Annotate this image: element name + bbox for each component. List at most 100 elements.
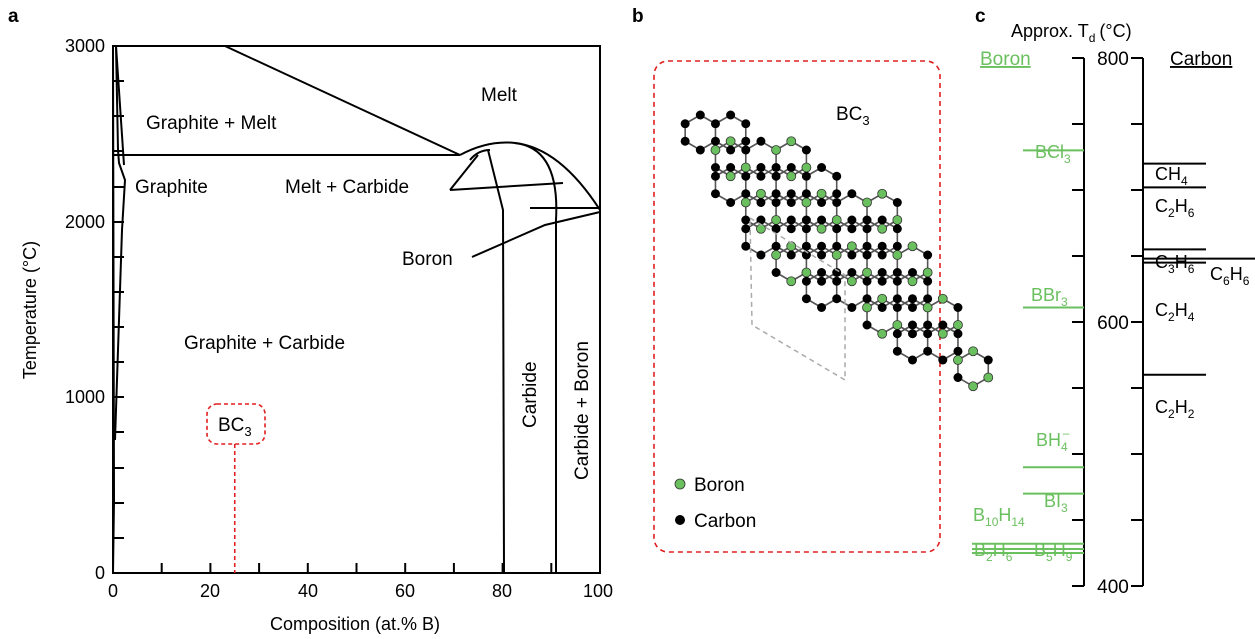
carbon-atom — [847, 215, 857, 225]
carbon-atom — [817, 215, 827, 225]
carbon-atom — [786, 224, 796, 234]
carbon-atom — [832, 241, 842, 251]
legend-carbon-dot — [675, 515, 685, 525]
carbon-atom — [801, 276, 811, 286]
panel-label-a: a — [8, 6, 19, 27]
carbon-atom — [892, 276, 902, 286]
carbon-atom — [710, 171, 720, 181]
label-bcl3: BCl3 — [1035, 142, 1071, 166]
panel-label-b: b — [632, 6, 644, 27]
boron-atom — [968, 381, 979, 392]
carbon-atom — [741, 119, 751, 129]
x-tick-label: 20 — [200, 581, 220, 601]
region-graphite-melt: Graphite + Melt — [146, 113, 277, 134]
boron-atom — [892, 215, 903, 225]
carbon-atom — [907, 294, 917, 304]
x-tick-labels: 0 20 40 60 80 100 — [108, 581, 613, 601]
boron-precursor-lines — [972, 149, 1084, 554]
carbon-atom — [801, 171, 811, 181]
boron-atom — [710, 145, 721, 155]
carbon-atom — [786, 163, 796, 172]
carbon-atom — [786, 250, 796, 260]
carbon-atom — [847, 268, 857, 277]
label-b2h6: B2H6 — [974, 540, 1013, 564]
carbon-atom — [953, 346, 963, 356]
boron-atom — [725, 136, 736, 147]
carbon-atom — [923, 320, 933, 330]
carbon-atom — [938, 320, 948, 330]
temperature-axes — [1072, 57, 1144, 587]
boron-atom — [907, 241, 918, 252]
boron-atom — [801, 162, 812, 173]
axis-title: Approx. Td (°C) — [1011, 21, 1132, 45]
carbon-atom — [877, 303, 887, 312]
carbon-atom — [923, 250, 933, 260]
carbon-atom — [862, 320, 872, 330]
legend-boron-label: Boron — [694, 475, 745, 496]
carbon-atom — [786, 198, 796, 207]
carbon-precursor-lines — [1143, 162, 1255, 376]
boron-atom — [740, 162, 751, 173]
carbon-atom — [832, 224, 842, 234]
carbon-atom — [877, 215, 887, 225]
boron-atom — [725, 171, 736, 182]
carbon-atom — [741, 224, 751, 234]
boron-atom — [937, 328, 948, 339]
label-b10h14: B10H14 — [973, 505, 1025, 529]
carbon-atom — [817, 268, 827, 277]
boron-atom — [786, 136, 797, 147]
label-bh4: BH4– — [1036, 426, 1070, 454]
boron-atom — [922, 267, 933, 278]
carbon-header: Carbon — [1170, 49, 1232, 70]
lattice-frame — [653, 60, 941, 553]
carbon-atom — [907, 320, 917, 330]
carbon-atom — [801, 215, 811, 225]
carbon-atom — [756, 215, 766, 225]
phase-diagram — [112, 45, 601, 574]
carbon-atom — [817, 250, 827, 260]
label-b5h9: B5H9 — [1034, 540, 1073, 564]
x-axis-label: Composition (at.% B) — [270, 614, 440, 634]
carbon-atom — [786, 189, 796, 199]
carbon-atom — [817, 276, 827, 286]
boron-atom — [831, 215, 842, 225]
label-c2h4: C2H4 — [1155, 300, 1195, 324]
boron-atom — [740, 197, 751, 208]
bc3-lattice — [680, 110, 994, 392]
boron-atom — [786, 171, 797, 182]
x-tick-label: 40 — [298, 581, 318, 601]
carbon-atom — [862, 215, 872, 225]
carbon-atom — [771, 224, 781, 234]
lattice-title: BC3 — [836, 104, 870, 128]
carbon-atom — [877, 241, 887, 251]
carbon-atom — [680, 119, 690, 129]
legend-boron-dot — [674, 478, 686, 490]
carbon-atom — [877, 276, 887, 286]
carbon-atom — [892, 268, 902, 277]
boron-precursor-labels: BCl3 BBr3 BH4– BI3 B10H14 B2H6 B5H9 — [973, 142, 1073, 564]
phase-boundaries — [112, 45, 601, 574]
carbon-atom — [801, 294, 811, 304]
boron-atom — [877, 293, 888, 304]
carbon-atom — [771, 189, 781, 199]
y-tick-label: 0 — [95, 563, 105, 583]
carbon-atom — [892, 303, 902, 312]
region-graphite: Graphite — [135, 177, 208, 198]
carbon-atom — [877, 250, 887, 260]
carbon-atom — [756, 198, 766, 207]
x-tick-label: 60 — [395, 581, 415, 601]
carbon-atom — [862, 224, 872, 234]
carbon-atom — [862, 250, 872, 260]
carbon-atom — [801, 250, 811, 260]
y-axis-label: Temperature (°C) — [20, 241, 40, 379]
lattice-legend: Boron Carbon — [674, 475, 756, 532]
boron-atom — [756, 223, 766, 234]
carbon-atom — [832, 198, 842, 207]
carbon-atom — [786, 215, 796, 225]
label-c6h6: C6H6 — [1210, 264, 1250, 288]
carbon-atom — [726, 110, 736, 120]
carbon-atom — [756, 136, 766, 146]
carbon-atom — [892, 224, 902, 234]
carbon-atom — [862, 294, 872, 304]
boron-atom — [831, 250, 842, 260]
